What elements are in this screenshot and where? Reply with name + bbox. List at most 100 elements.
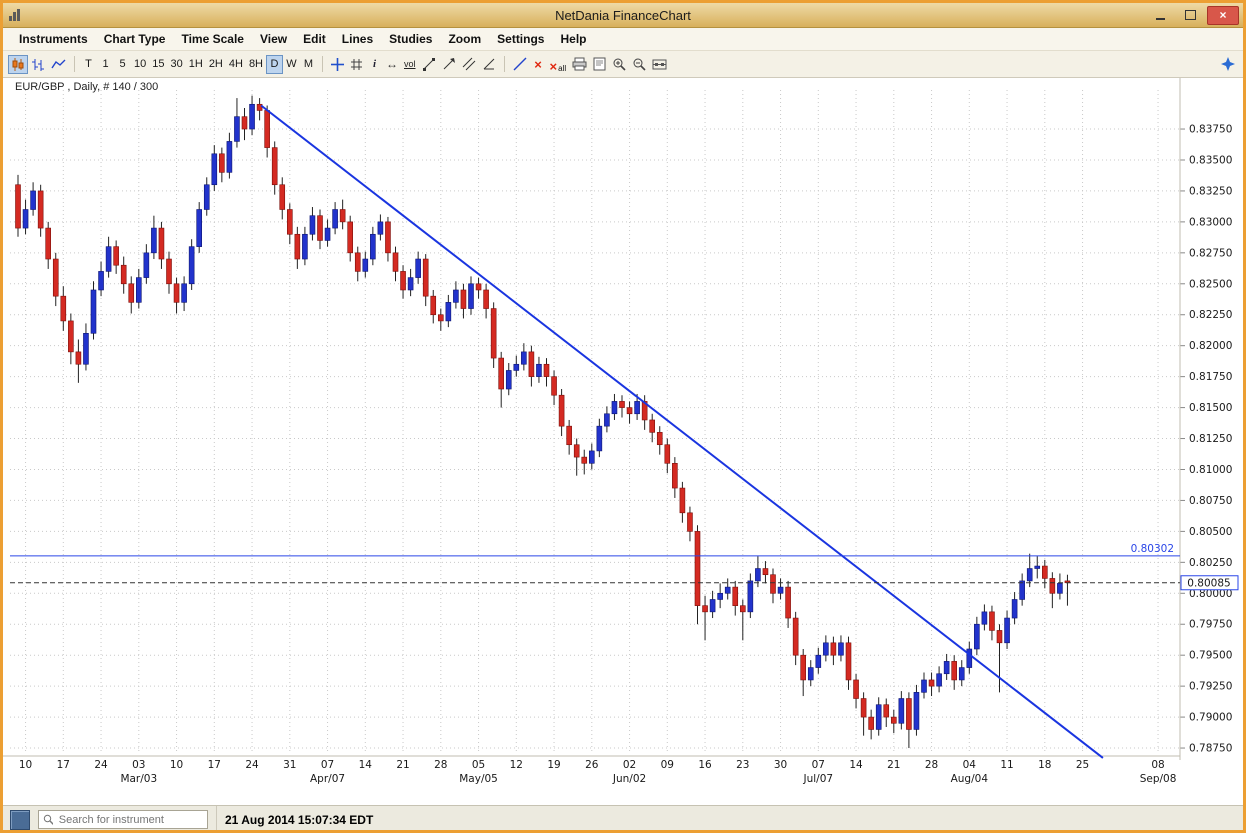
- svg-text:05: 05: [472, 759, 485, 771]
- svg-text:10: 10: [19, 759, 32, 771]
- menu-bar: Instruments Chart Type Time Scale View E…: [3, 28, 1243, 51]
- bar-chart-button[interactable]: [28, 55, 48, 74]
- candlestick-chart-button[interactable]: [8, 54, 28, 74]
- svg-text:24: 24: [94, 759, 108, 771]
- print-button[interactable]: [569, 55, 590, 74]
- menu-edit[interactable]: Edit: [303, 32, 326, 46]
- print-preview-icon: [593, 57, 606, 71]
- toolbar-separator: [74, 56, 75, 72]
- maximize-icon: [1185, 10, 1196, 20]
- search-input[interactable]: [56, 812, 203, 827]
- svg-text:17: 17: [208, 759, 221, 771]
- info-icon: i: [372, 58, 377, 70]
- svg-text:0.80750: 0.80750: [1189, 495, 1232, 507]
- svg-text:0.81250: 0.81250: [1189, 433, 1232, 445]
- title-bar[interactable]: NetDania FinanceChart ×: [3, 3, 1243, 28]
- line-chart-button[interactable]: [48, 55, 69, 74]
- svg-text:0.83500: 0.83500: [1189, 154, 1232, 166]
- chart-panel: EUR/GBP , Daily, # 140 / 300 10 17 24 03 Mar…: [3, 78, 1243, 805]
- svg-text:02: 02: [623, 759, 636, 771]
- menu-studies[interactable]: Studies: [389, 32, 433, 46]
- angle-tool-button[interactable]: [479, 55, 499, 74]
- app-icon: [9, 9, 20, 21]
- trendline-tool-icon: [422, 58, 435, 71]
- svg-text:Mar/03: Mar/03: [120, 773, 157, 785]
- svg-text:0.80085: 0.80085: [1187, 577, 1230, 589]
- delete-line-button[interactable]: ×: [530, 55, 547, 74]
- timeframe-30m-button[interactable]: 30: [170, 58, 183, 70]
- menu-help[interactable]: Help: [560, 32, 587, 46]
- menu-zoom[interactable]: Zoom: [448, 32, 482, 46]
- draw-line-icon: [513, 57, 527, 71]
- timeframe-1m-button[interactable]: 1: [102, 58, 109, 70]
- svg-text:31: 31: [283, 759, 296, 771]
- svg-text:28: 28: [434, 759, 447, 771]
- svg-text:04: 04: [963, 759, 977, 771]
- timeframe-daily-button[interactable]: D: [266, 54, 283, 74]
- svg-text:May/05: May/05: [459, 773, 498, 785]
- timeframe-2h-button[interactable]: 2H: [208, 58, 223, 70]
- delete-icon: ×: [534, 56, 542, 72]
- ray-tool-button[interactable]: [439, 55, 459, 74]
- expand-horizontal-button[interactable]: ↔: [383, 55, 401, 74]
- window-title: NetDania FinanceChart: [555, 7, 691, 23]
- zoom-out-button[interactable]: [629, 55, 649, 74]
- draw-line-button[interactable]: [510, 55, 530, 74]
- svg-text:21: 21: [396, 759, 409, 771]
- zoom-in-button[interactable]: [609, 55, 629, 74]
- timestamp-area: 21 Aug 2014 15:07:34 EDT: [216, 806, 374, 830]
- search-box[interactable]: [38, 810, 208, 829]
- zoom-interval-button[interactable]: [649, 55, 670, 74]
- minimize-button[interactable]: [1147, 7, 1174, 24]
- timeframe-monthly-button[interactable]: M: [303, 58, 314, 70]
- svg-text:0.79500: 0.79500: [1189, 650, 1232, 662]
- toolbar-separator: [322, 56, 323, 72]
- svg-text:03: 03: [132, 759, 145, 771]
- svg-text:14: 14: [359, 759, 373, 771]
- instrument-panel-button[interactable]: [10, 809, 30, 830]
- info-button[interactable]: i: [366, 55, 383, 74]
- crosshair-button[interactable]: [328, 55, 347, 74]
- delete-all-label: all: [558, 63, 567, 73]
- svg-text:09: 09: [661, 759, 674, 771]
- timeframe-5m-button[interactable]: 5: [119, 58, 126, 70]
- zoom-out-icon: [633, 58, 646, 71]
- volume-button[interactable]: vol: [404, 59, 416, 69]
- svg-text:14: 14: [849, 759, 863, 771]
- grid-button[interactable]: [347, 55, 366, 74]
- menu-settings[interactable]: Settings: [497, 32, 545, 46]
- menu-lines[interactable]: Lines: [341, 32, 374, 46]
- chart-canvas[interactable]: 10 17 24 03 Mar/03 10 17 24 31 07 Apr/07 14 21 28 05 Ma…: [3, 78, 1243, 805]
- panel-toggle-button[interactable]: [1218, 55, 1238, 74]
- svg-text:12: 12: [510, 759, 523, 771]
- menu-instruments[interactable]: Instruments: [19, 32, 88, 46]
- menu-view[interactable]: View: [259, 32, 288, 46]
- svg-text:0.80250: 0.80250: [1189, 557, 1232, 569]
- panel-toggle-icon: [1221, 57, 1235, 71]
- expand-horizontal-icon: ↔: [386, 57, 398, 71]
- close-button[interactable]: ×: [1207, 5, 1239, 25]
- timeframe-weekly-button[interactable]: W: [286, 58, 297, 70]
- svg-text:0.81750: 0.81750: [1189, 371, 1232, 383]
- print-preview-button[interactable]: [590, 55, 609, 74]
- svg-text:0.79000: 0.79000: [1189, 712, 1232, 724]
- printer-icon: [572, 57, 587, 71]
- svg-text:07: 07: [812, 759, 825, 771]
- maximize-button[interactable]: [1177, 7, 1204, 24]
- timeframe-15m-button[interactable]: 15: [152, 58, 165, 70]
- channel-tool-button[interactable]: [459, 55, 479, 74]
- menu-time-scale[interactable]: Time Scale: [181, 32, 244, 46]
- timeframe-8h-button[interactable]: 8H: [248, 58, 263, 70]
- timeframe-1h-button[interactable]: 1H: [188, 58, 203, 70]
- timestamp: 21 Aug 2014 15:07:34 EDT: [225, 812, 374, 827]
- trendline-tool-button[interactable]: [419, 55, 439, 74]
- timeframe-tick-button[interactable]: T: [85, 58, 92, 70]
- timeframe-4h-button[interactable]: 4H: [228, 58, 243, 70]
- svg-text:0.82000: 0.82000: [1189, 340, 1232, 352]
- svg-text:11: 11: [1000, 759, 1013, 771]
- svg-text:23: 23: [736, 759, 749, 771]
- delete-all-lines-button[interactable]: × all: [547, 55, 570, 74]
- timeframe-10m-button[interactable]: 10: [134, 58, 147, 70]
- svg-text:0.80500: 0.80500: [1189, 526, 1232, 538]
- menu-chart-type[interactable]: Chart Type: [103, 32, 166, 46]
